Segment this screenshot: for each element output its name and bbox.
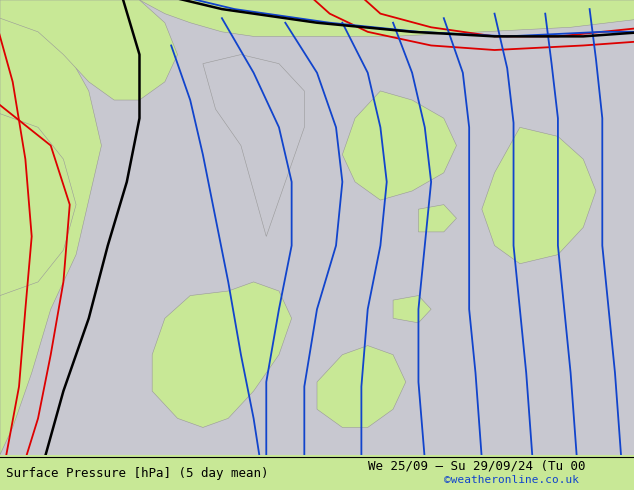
Text: ©weatheronline.co.uk: ©weatheronline.co.uk — [444, 475, 579, 485]
Text: Surface Pressure [hPa] (5 day mean): Surface Pressure [hPa] (5 day mean) — [6, 467, 269, 480]
Polygon shape — [342, 91, 456, 200]
Polygon shape — [203, 54, 304, 237]
Polygon shape — [393, 295, 431, 323]
Polygon shape — [317, 345, 406, 427]
Polygon shape — [0, 114, 76, 295]
Polygon shape — [418, 205, 456, 232]
Polygon shape — [139, 0, 634, 36]
Polygon shape — [482, 127, 596, 264]
Polygon shape — [0, 0, 101, 455]
Polygon shape — [152, 282, 292, 427]
Text: We 25/09 – Su 29/09/24 (Tu 00: We 25/09 – Su 29/09/24 (Tu 00 — [368, 459, 585, 472]
Polygon shape — [0, 0, 178, 100]
